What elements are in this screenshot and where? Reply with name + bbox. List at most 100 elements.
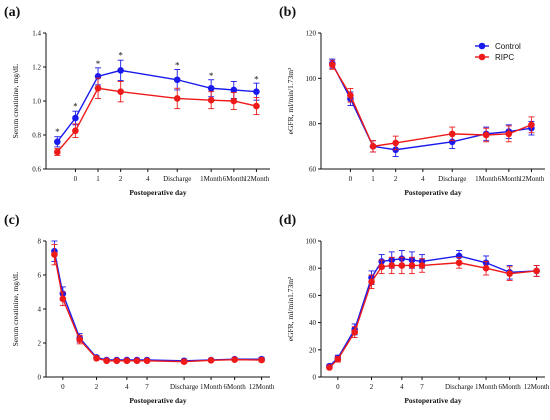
data-point bbox=[123, 357, 131, 365]
data-point bbox=[351, 328, 358, 336]
x-tick-label: 12Month bbox=[244, 175, 270, 183]
x-tick-label: 12Month bbox=[249, 383, 275, 391]
x-tick-label: 4 bbox=[125, 383, 129, 391]
y-axis-label: eGFR, ml/min1.73m² bbox=[286, 276, 295, 341]
series-ripc bbox=[51, 243, 265, 365]
x-tick-label: 0 bbox=[61, 383, 65, 391]
x-tick-label: 7 bbox=[145, 383, 149, 391]
series-control bbox=[51, 240, 265, 365]
series-ripc bbox=[329, 59, 535, 153]
series-line bbox=[328, 262, 537, 368]
data-point bbox=[117, 88, 124, 95]
panel-label: (c) bbox=[4, 213, 20, 228]
chart-panel: (c) 0 2 4 6 8 0 2 4 7 Discharge 1Month 6Month 12Month… bbox=[4, 213, 275, 405]
data-point bbox=[207, 84, 215, 92]
significance-marker: * bbox=[73, 102, 78, 112]
y-tick-label: 0 bbox=[313, 374, 317, 382]
x-tick-label: 1 bbox=[96, 175, 100, 183]
data-point bbox=[533, 267, 540, 275]
data-point bbox=[72, 114, 79, 122]
x-tick-label: Discharge bbox=[438, 175, 466, 183]
y-tick-label: 6 bbox=[38, 272, 42, 280]
chart-panel: (a) 0.6 0.8 1.0 1.2 1.4 0 1 2 4 Discharge 1Month 6Mo… bbox=[4, 5, 270, 197]
x-tick-label: 1Month bbox=[475, 383, 498, 391]
data-point bbox=[231, 356, 238, 363]
data-point bbox=[482, 131, 490, 139]
y-tick-label: 0.6 bbox=[32, 166, 41, 174]
chart-panel: (d) 0 20 40 60 80 100 0 2 4 7 Discharge 1Month 6Month… bbox=[279, 213, 550, 405]
significance-marker: * bbox=[254, 74, 259, 84]
x-tick-label: 12Month bbox=[524, 383, 550, 391]
y-tick-label: 100 bbox=[306, 238, 317, 246]
panel-label: (b) bbox=[279, 5, 296, 20]
series-line bbox=[56, 69, 257, 143]
data-point bbox=[133, 357, 141, 365]
y-axis-label: Serum creatinine, mg/dL bbox=[11, 271, 20, 346]
x-tick-label: 1Month bbox=[475, 175, 498, 183]
y-tick-label: 1.4 bbox=[32, 30, 41, 38]
data-point bbox=[207, 96, 215, 104]
data-point bbox=[329, 61, 336, 69]
x-tick-label: 1Month bbox=[200, 175, 223, 183]
chart-panel: (b) 60 80 100 120 0 1 2 4 Discharge 1Month 6Month12… bbox=[279, 5, 545, 197]
legend-marker bbox=[478, 53, 486, 61]
y-tick-label: 1.0 bbox=[32, 98, 41, 106]
significance-marker: * bbox=[209, 71, 214, 81]
data-point bbox=[76, 336, 83, 343]
y-axis-label: eGFR, ml/min/1.73m² bbox=[286, 67, 295, 134]
panel-label: (a) bbox=[4, 5, 21, 20]
data-point bbox=[173, 76, 181, 84]
x-tick-label: Discharge bbox=[163, 175, 191, 183]
x-tick-label: 6Month bbox=[498, 175, 521, 183]
data-point bbox=[173, 95, 181, 102]
series-line bbox=[56, 87, 257, 153]
y-tick-label: 80 bbox=[309, 120, 317, 128]
data-point bbox=[59, 295, 67, 303]
data-point bbox=[398, 262, 406, 269]
data-point bbox=[528, 121, 535, 129]
x-tick-label: 0 bbox=[336, 383, 340, 391]
data-point bbox=[388, 262, 396, 269]
data-point bbox=[482, 264, 490, 272]
series-control bbox=[326, 250, 540, 370]
x-tick-label: 7 bbox=[420, 383, 424, 391]
series-ripc bbox=[54, 77, 260, 156]
y-tick-label: 20 bbox=[309, 346, 317, 354]
x-tick-label: 2 bbox=[370, 383, 374, 391]
x-axis-label: Postoperative day bbox=[404, 396, 462, 405]
x-tick-label: 6Month bbox=[499, 383, 522, 391]
data-point bbox=[368, 278, 375, 286]
series-line bbox=[331, 64, 532, 148]
significance-marker: * bbox=[175, 61, 180, 71]
legend-label: Control bbox=[495, 42, 521, 51]
data-point bbox=[113, 357, 121, 365]
data-point bbox=[455, 259, 463, 267]
series-line bbox=[331, 63, 532, 151]
y-tick-label: 60 bbox=[309, 166, 317, 174]
x-tick-label: 4 bbox=[146, 175, 150, 183]
significance-marker: * bbox=[55, 127, 60, 137]
legend-marker bbox=[478, 42, 486, 50]
data-point bbox=[448, 130, 456, 138]
data-point bbox=[392, 139, 399, 147]
significance-marker: * bbox=[118, 51, 123, 61]
series-line bbox=[53, 251, 262, 362]
y-tick-label: 0 bbox=[38, 374, 42, 382]
x-tick-label: 4 bbox=[400, 383, 404, 391]
data-point bbox=[230, 86, 238, 94]
y-tick-label: 40 bbox=[309, 319, 317, 327]
data-point bbox=[326, 364, 333, 371]
data-point bbox=[143, 357, 151, 365]
x-tick-label: 2 bbox=[119, 175, 123, 183]
y-axis-label: Serum creatinine, mg/dL bbox=[11, 63, 20, 138]
y-tick-label: 4 bbox=[38, 306, 42, 314]
data-point bbox=[369, 143, 377, 150]
data-point bbox=[334, 356, 342, 363]
y-tick-label: 2 bbox=[38, 340, 42, 348]
series-ripc bbox=[326, 256, 540, 371]
x-tick-label: 2 bbox=[95, 383, 99, 391]
x-axis-label: Postoperative day bbox=[129, 188, 187, 197]
data-point bbox=[207, 357, 215, 364]
